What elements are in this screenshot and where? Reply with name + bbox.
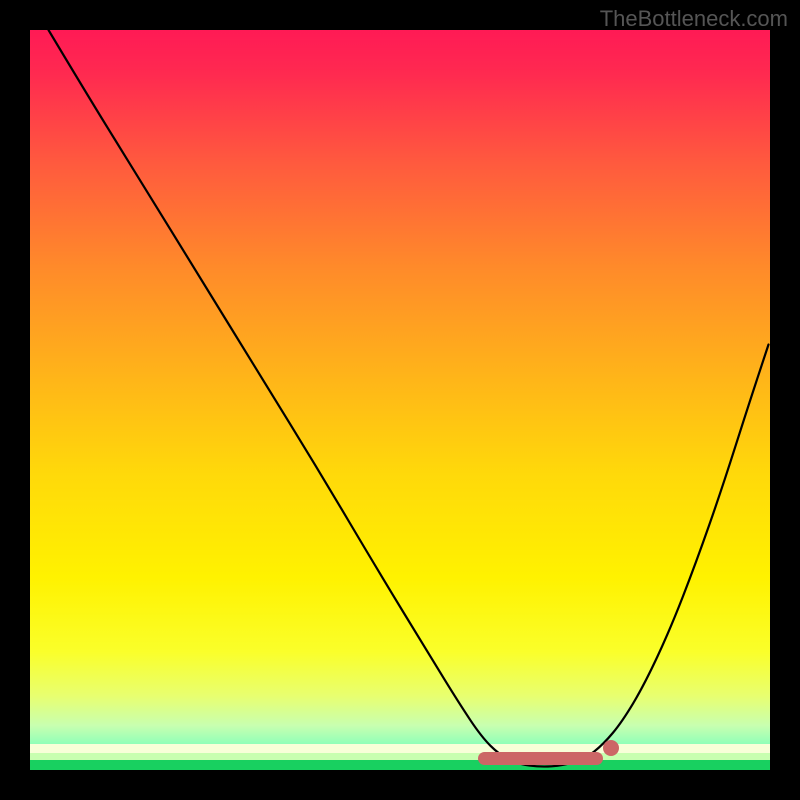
optimal-point-marker: [603, 740, 619, 756]
bottleneck-curve: [30, 30, 770, 770]
optimal-range-marker: [478, 752, 604, 765]
plot-area: [30, 30, 770, 770]
watermark-text: TheBottleneck.com: [600, 6, 788, 32]
